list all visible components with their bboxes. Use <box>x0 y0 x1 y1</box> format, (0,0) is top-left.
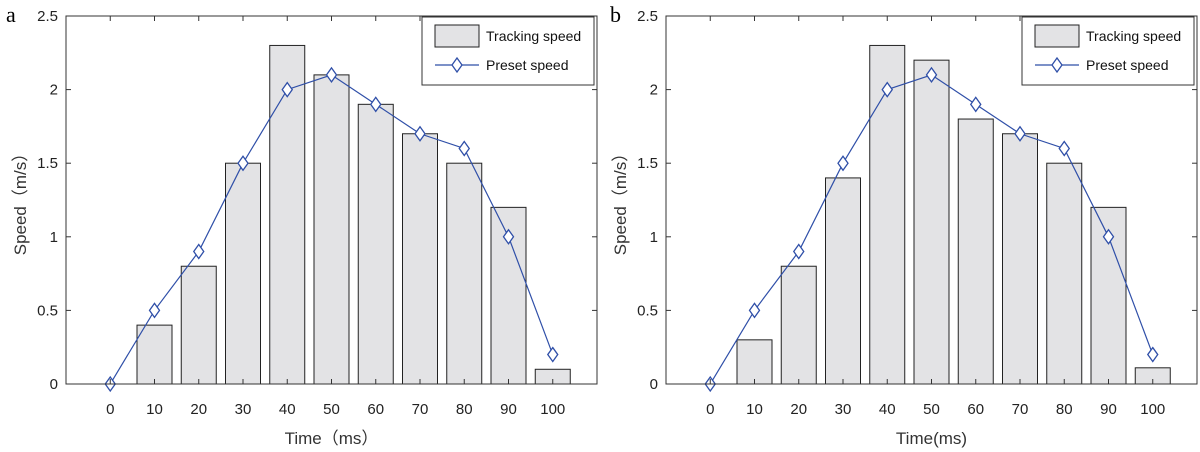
bar-a-80 <box>446 162 483 385</box>
xtick-label-b-80: 80 <box>1056 401 1073 418</box>
preset-marker-a-90 <box>502 228 515 245</box>
panel-label-b: b <box>610 2 621 27</box>
bar-a-50 <box>313 74 350 385</box>
xtick-label-b-100: 100 <box>1140 401 1165 418</box>
chart-panel-a: a 0 0.5 1 1.5 2 2.5 0 10 20 30 40 50 60 70 80 90 100 Time… <box>6 2 598 448</box>
xtick-label-a-50: 50 <box>323 401 340 418</box>
chart-a-svg: a 0 0.5 1 1.5 2 2.5 0 10 20 30 40 50 60 70 80 90 100 Time… <box>6 2 598 448</box>
xtick-label-a-40: 40 <box>279 401 296 418</box>
preset-marker-a-40 <box>281 81 294 98</box>
preset-marker-b-40 <box>881 81 894 98</box>
preset-marker-b-60 <box>969 96 982 113</box>
preset-marker-b-80 <box>1058 140 1071 157</box>
xtick-label-a-90: 90 <box>500 401 517 418</box>
bar-b-70 <box>1002 133 1038 385</box>
chart-panel-b: b 0 0.5 1 1.5 2 2.5 0 10 20 30 40 50 60 70 80 90 100 Time… <box>600 0 1200 452</box>
panel-label-a: a <box>6 2 16 27</box>
y-axis-label-b: Speed（m/s） <box>611 145 630 256</box>
ytick-label-a-2.5: 2.5 <box>37 8 58 25</box>
bar-b-80 <box>1046 162 1083 385</box>
preset-marker-a-30 <box>237 155 249 172</box>
ytick-label-a-1.5: 1.5 <box>37 155 58 172</box>
xtick-label-b-40: 40 <box>879 401 896 418</box>
preset-marker-a-100 <box>546 346 559 363</box>
legend-label-preset-a: Preset speed <box>486 57 569 73</box>
preset-marker-a-20 <box>192 243 205 260</box>
bar-b-40 <box>869 44 906 385</box>
ytick-label-a-0.5: 0.5 <box>37 302 58 319</box>
xtick-label-a-0: 0 <box>106 401 114 418</box>
preset-marker-b-100 <box>1146 346 1159 363</box>
xtick-label-b-90: 90 <box>1100 401 1117 418</box>
xtick-label-a-10: 10 <box>146 401 163 418</box>
bar-a-20 <box>180 265 217 385</box>
legend-swatch-bar-a <box>434 24 480 48</box>
chart-b-svg: b 0 0.5 1 1.5 2 2.5 0 10 20 30 40 50 60 70 80 90 100 Time… <box>610 2 1198 448</box>
preset-marker-b-90 <box>1102 228 1115 245</box>
xtick-label-b-0: 0 <box>706 401 714 418</box>
bar-b-10 <box>736 339 773 385</box>
legend-label-tracking-b: Tracking speed <box>1086 28 1181 44</box>
xtick-label-a-80: 80 <box>456 401 473 418</box>
ytick-label-a-1: 1 <box>50 229 58 246</box>
bar-b-60 <box>957 118 994 385</box>
bar-a-10 <box>136 324 173 385</box>
bar-b-30 <box>825 177 861 385</box>
ytick-label-b-2.5: 2.5 <box>637 8 658 25</box>
preset-marker-b-20 <box>792 243 805 260</box>
bar-a-30 <box>225 162 261 385</box>
xtick-label-b-30: 30 <box>835 401 852 418</box>
legend-swatch-marker-b <box>1051 56 1063 74</box>
ytick-label-b-1.5: 1.5 <box>637 155 658 172</box>
preset-marker-b-10 <box>748 302 761 319</box>
xtick-label-b-70: 70 <box>1012 401 1029 418</box>
xtick-label-a-60: 60 <box>367 401 384 418</box>
legend-label-tracking-a: Tracking speed <box>486 28 581 44</box>
legend-label-preset-b: Preset speed <box>1086 57 1169 73</box>
xtick-label-a-20: 20 <box>190 401 207 418</box>
preset-marker-b-30 <box>837 155 849 172</box>
ytick-label-b-1: 1 <box>650 229 658 246</box>
bar-b-20 <box>780 265 817 385</box>
xtick-label-b-50: 50 <box>923 401 940 418</box>
x-axis-label-a: Time（ms） <box>285 429 379 448</box>
legend-swatch-bar-b <box>1034 24 1080 48</box>
preset-marker-b-50 <box>925 66 938 83</box>
xtick-label-b-20: 20 <box>790 401 807 418</box>
preset-marker-a-10 <box>148 302 161 319</box>
ytick-label-b-2: 2 <box>650 82 658 99</box>
ytick-label-b-0: 0 <box>650 376 658 393</box>
xtick-label-b-10: 10 <box>746 401 763 418</box>
xtick-label-b-60: 60 <box>967 401 984 418</box>
preset-marker-a-60 <box>369 96 382 113</box>
bar-a-40 <box>269 44 306 385</box>
y-axis-label-a: Speed（m/s） <box>11 145 30 256</box>
xtick-label-a-70: 70 <box>412 401 429 418</box>
preset-marker-a-80 <box>458 140 471 157</box>
x-axis-label-b: Time(ms) <box>896 429 967 448</box>
xtick-label-a-30: 30 <box>235 401 252 418</box>
preset-marker-a-70 <box>414 125 426 142</box>
preset-marker-a-50 <box>325 66 338 83</box>
bar-b-50 <box>913 59 950 385</box>
ytick-label-a-2: 2 <box>50 82 58 99</box>
ytick-label-a-0: 0 <box>50 376 58 393</box>
ytick-label-b-0.5: 0.5 <box>637 302 658 319</box>
legend-swatch-marker-a <box>451 56 463 74</box>
preset-marker-b-70 <box>1014 125 1026 142</box>
bar-a-60 <box>357 103 394 385</box>
bar-a-70 <box>402 133 438 385</box>
xtick-label-a-100: 100 <box>540 401 565 418</box>
